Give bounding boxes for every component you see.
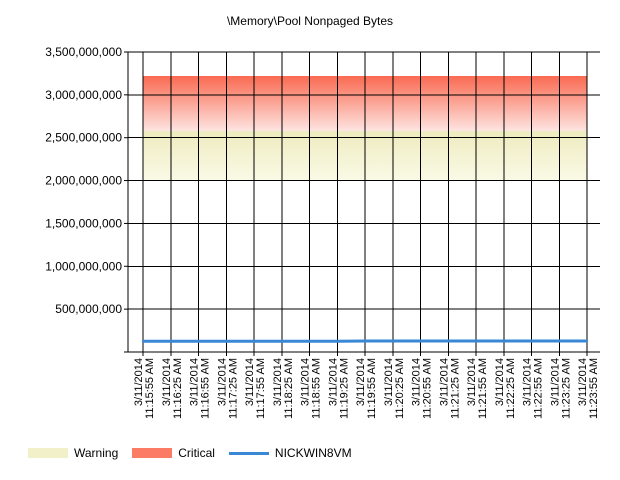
x-tick-label: 3/11/201411:16:55 AM xyxy=(189,358,212,419)
legend-item-series: NICKWIN8VM xyxy=(228,446,352,460)
data-point xyxy=(336,340,339,343)
x-tick-label: 3/11/201411:19:25 AM xyxy=(327,358,350,419)
data-point xyxy=(585,339,589,343)
x-tick-label: 3/11/201411:20:55 AM xyxy=(411,358,434,419)
legend-label-warning: Warning xyxy=(74,446,119,460)
x-tick-label: 3/11/201411:18:55 AM xyxy=(300,358,323,419)
x-tick-label: 3/11/201411:19:55 AM xyxy=(355,358,378,419)
x-tick-label: 3/11/201411:20:25 AM xyxy=(383,358,406,419)
data-point xyxy=(169,340,172,343)
x-tick-label: 3/11/201411:23:25 AM xyxy=(549,358,572,419)
data-point xyxy=(474,339,478,343)
legend-label-series: NICKWIN8VM xyxy=(274,446,352,460)
data-point xyxy=(141,340,145,343)
legend-swatch-warning xyxy=(28,448,68,458)
data-point xyxy=(391,339,394,343)
data-point xyxy=(502,339,505,343)
data-point xyxy=(308,340,311,343)
data-point xyxy=(447,339,450,343)
y-tick-label: 1,000,000,000 xyxy=(45,259,122,273)
data-point xyxy=(197,340,200,343)
y-tick-label: 3,000,000,000 xyxy=(45,88,122,102)
x-tick-label: 3/11/201411:16:25 AM xyxy=(161,358,184,419)
legend-item-warning: Warning xyxy=(28,446,118,460)
y-tick-label: 2,000,000,000 xyxy=(45,174,122,188)
legend-item-critical: Critical xyxy=(132,446,215,460)
x-tick-label: 3/11/201411:22:25 AM xyxy=(494,358,517,419)
x-tick-label: 3/11/201411:22:55 AM xyxy=(522,358,545,419)
y-tick-label: 3,500,000,000 xyxy=(45,45,122,59)
legend-label-critical: Critical xyxy=(178,446,215,460)
x-tick-label: 3/11/201411:23:55 AM xyxy=(577,358,600,419)
y-tick-label: 1,500,000,000 xyxy=(45,216,122,230)
x-tick-label: 3/11/201411:18:25 AM xyxy=(272,358,295,419)
data-point xyxy=(530,339,533,343)
data-point xyxy=(363,339,367,343)
x-tick-label: 3/11/201411:21:25 AM xyxy=(438,358,461,419)
x-tick-label: 3/11/201411:21:55 AM xyxy=(466,358,489,419)
x-tick-label: 3/11/201411:15:55 AM xyxy=(133,358,156,419)
data-point xyxy=(280,340,283,343)
data-point xyxy=(225,340,228,343)
y-tick-label: 500,000,000 xyxy=(55,302,122,316)
data-point xyxy=(252,340,256,343)
chart-legend: Warning Critical NICKWIN8VM xyxy=(28,446,366,460)
legend-swatch-series xyxy=(228,451,269,455)
chart-title: \Memory\Pool Nonpaged Bytes xyxy=(227,14,393,28)
data-point xyxy=(558,339,561,343)
x-tick-label: 3/11/201411:17:55 AM xyxy=(244,358,267,419)
data-point xyxy=(419,339,422,343)
y-tick-label: 2,500,000,000 xyxy=(45,131,122,145)
x-tick-label: 3/11/201411:17:25 AM xyxy=(216,358,239,419)
legend-swatch-critical xyxy=(132,448,173,458)
